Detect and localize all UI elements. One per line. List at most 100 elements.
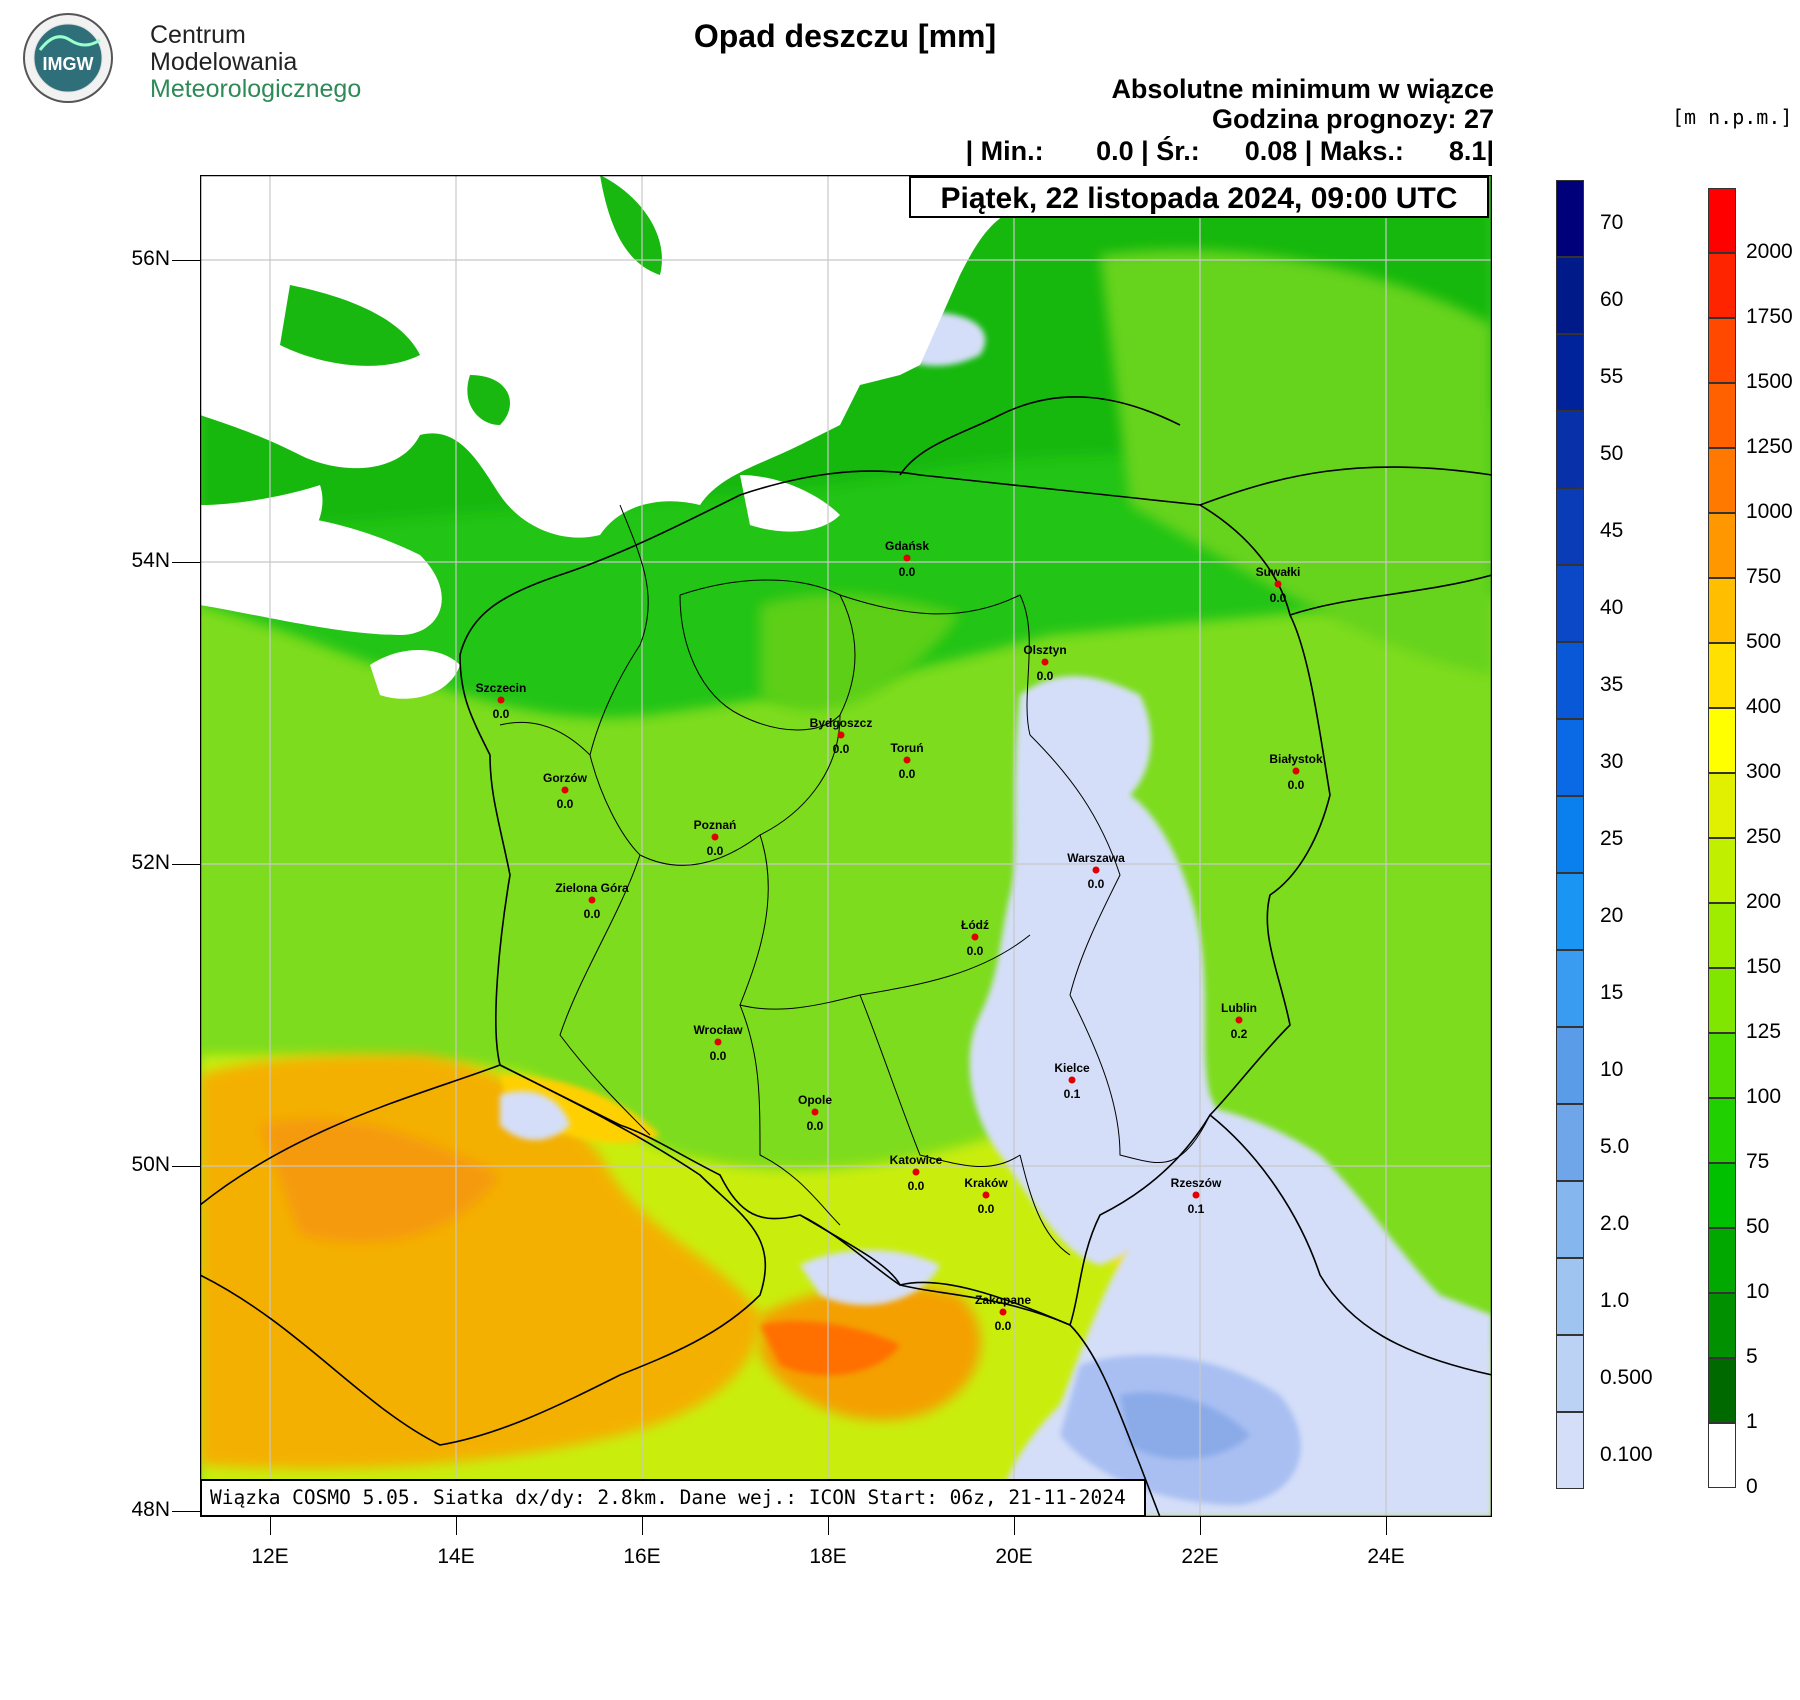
city-marker: Wrocław 0.0 xyxy=(693,1023,743,1063)
city-marker: Gorzów 0.0 xyxy=(543,771,588,811)
city-name: Wrocław xyxy=(693,1023,743,1037)
lon-tick-mark xyxy=(1014,1517,1015,1535)
lon-tick-label: 24E xyxy=(1367,1545,1405,1568)
lon-tick-mark xyxy=(828,1517,829,1535)
lon-tick-label: 12E xyxy=(251,1545,289,1568)
elev-scale-label: 1500 xyxy=(1746,370,1793,393)
rain-scale-label: 40 xyxy=(1600,595,1624,619)
rain-scale-label: 15 xyxy=(1600,980,1624,1004)
lat-tick-label: 56N xyxy=(131,247,170,270)
elev-scale-label: 150 xyxy=(1746,955,1782,978)
rain-color-cell xyxy=(1556,334,1584,411)
elev-color-cell xyxy=(1708,1033,1736,1098)
city-name: Kraków xyxy=(964,1176,1008,1190)
sea-north xyxy=(620,175,960,317)
org-line-2: Modelowania xyxy=(150,48,298,76)
rain-color-cell xyxy=(1556,796,1584,873)
city-marker: Gdańsk 0.0 xyxy=(885,539,929,579)
city-value: 0.0 xyxy=(899,565,916,579)
city-dot xyxy=(1068,1076,1076,1084)
city-marker: Rzeszów 0.1 xyxy=(1171,1176,1222,1216)
lon-tick-mark xyxy=(1200,1517,1201,1535)
elev-scale-label: 100 xyxy=(1746,1085,1782,1108)
elev-color-cell xyxy=(1708,1163,1736,1228)
rain-color-cell xyxy=(1556,1335,1584,1412)
elev-color-cell xyxy=(1708,903,1736,968)
city-dot xyxy=(903,554,911,562)
city-name: Toruń xyxy=(890,741,923,755)
city-name: Katowice xyxy=(890,1153,943,1167)
elev-color-cell xyxy=(1708,1293,1736,1358)
city-dot xyxy=(561,786,569,794)
rain-scale-label: 20 xyxy=(1600,903,1624,927)
lat-tick-label: 50N xyxy=(131,1153,170,1176)
city-marker: Łódź 0.0 xyxy=(961,918,989,958)
city-name: Gorzów xyxy=(543,771,588,785)
elev-scale-label: 125 xyxy=(1746,1020,1782,1043)
elev-color-cell xyxy=(1708,643,1736,708)
elev-color-cell xyxy=(1708,1423,1736,1488)
elev-color-cell xyxy=(1708,1228,1736,1293)
elev-color-cell xyxy=(1708,1358,1736,1423)
rain-scale-label: 2.0 xyxy=(1600,1211,1630,1235)
rain-scale-label: 25 xyxy=(1600,826,1624,850)
elev-color-cell xyxy=(1708,188,1736,253)
lat-tick-mark xyxy=(172,1166,200,1167)
rain-scale-label: 35 xyxy=(1600,672,1624,696)
elev-scale-label: 5 xyxy=(1746,1345,1758,1368)
elev-scale-label: 400 xyxy=(1746,695,1782,718)
forecast-datetime: Piątek, 22 listopada 2024, 09:00 UTC xyxy=(909,176,1489,218)
elev-scale-label: 50 xyxy=(1746,1215,1770,1238)
city-dot xyxy=(971,933,979,941)
rain-color-cell xyxy=(1556,642,1584,719)
org-line-3: Meteorologicznego xyxy=(150,75,362,103)
city-value: 0.0 xyxy=(1288,778,1305,792)
borders xyxy=(200,396,1492,1517)
rain-scale-label: 50 xyxy=(1600,441,1624,465)
rain-area-sudety xyxy=(500,1091,570,1140)
city-value: 0.0 xyxy=(908,1179,925,1193)
elev-scale-label: 500 xyxy=(1746,630,1782,653)
elev-color-cell xyxy=(1708,838,1736,903)
city-value: 0.0 xyxy=(1088,877,1105,891)
org-name: Centrum Modelowania Meteorologicznego xyxy=(150,22,361,103)
city-marker: Zielona Góra 0.0 xyxy=(555,881,629,921)
elev-scale-label: 200 xyxy=(1746,890,1782,913)
city-name: Kielce xyxy=(1054,1061,1090,1075)
elev-color-cell xyxy=(1708,383,1736,448)
elev-color-cell xyxy=(1708,318,1736,383)
rain-color-cell xyxy=(1556,411,1584,488)
city-marker: Szczecin 0.0 xyxy=(476,681,527,721)
city-marker: Poznań 0.0 xyxy=(694,818,737,858)
city-value: 0.2 xyxy=(1231,1027,1248,1041)
elev-color-cell xyxy=(1708,1098,1736,1163)
rain-color-cell xyxy=(1556,257,1584,334)
city-value: 0.0 xyxy=(899,767,916,781)
forecast-hour: Godzina prognozy: 27 xyxy=(1211,104,1494,134)
city-name: Warszawa xyxy=(1067,851,1125,865)
city-name: Bydgoszcz xyxy=(810,716,873,730)
city-dot xyxy=(837,731,845,739)
city-value: 0.0 xyxy=(584,907,601,921)
city-value: 0.1 xyxy=(1188,1202,1205,1216)
city-marker: Kielce 0.1 xyxy=(1054,1061,1090,1101)
city-dot xyxy=(1274,580,1282,588)
city-marker: Toruń 0.0 xyxy=(890,741,923,781)
elev-scale-label: 1750 xyxy=(1746,305,1793,328)
elev-color-cell xyxy=(1708,708,1736,773)
lon-tick-mark xyxy=(1386,1517,1387,1535)
city-name: Poznań xyxy=(694,818,737,832)
elev-color-cell xyxy=(1708,513,1736,578)
rain-color-cell xyxy=(1556,1412,1584,1489)
rain-color-cell xyxy=(1556,873,1584,950)
rain-scale-label: 5.0 xyxy=(1600,1134,1630,1158)
map-subtitle: Absolutne minimum w wiązce xyxy=(1111,74,1494,104)
stats-line: | Min.: 0.0 | Śr.: 0.08 | Maks.: 8.1| xyxy=(965,136,1494,166)
svg-text:IMGW: IMGW xyxy=(43,54,94,74)
city-marker: Suwałki 0.0 xyxy=(1256,565,1301,605)
lon-tick-label: 16E xyxy=(623,1545,661,1568)
city-value: 0.0 xyxy=(707,844,724,858)
szczecin-lagoon xyxy=(370,650,460,699)
city-dot xyxy=(811,1108,819,1116)
voivodeship-boundaries xyxy=(499,504,1211,1256)
